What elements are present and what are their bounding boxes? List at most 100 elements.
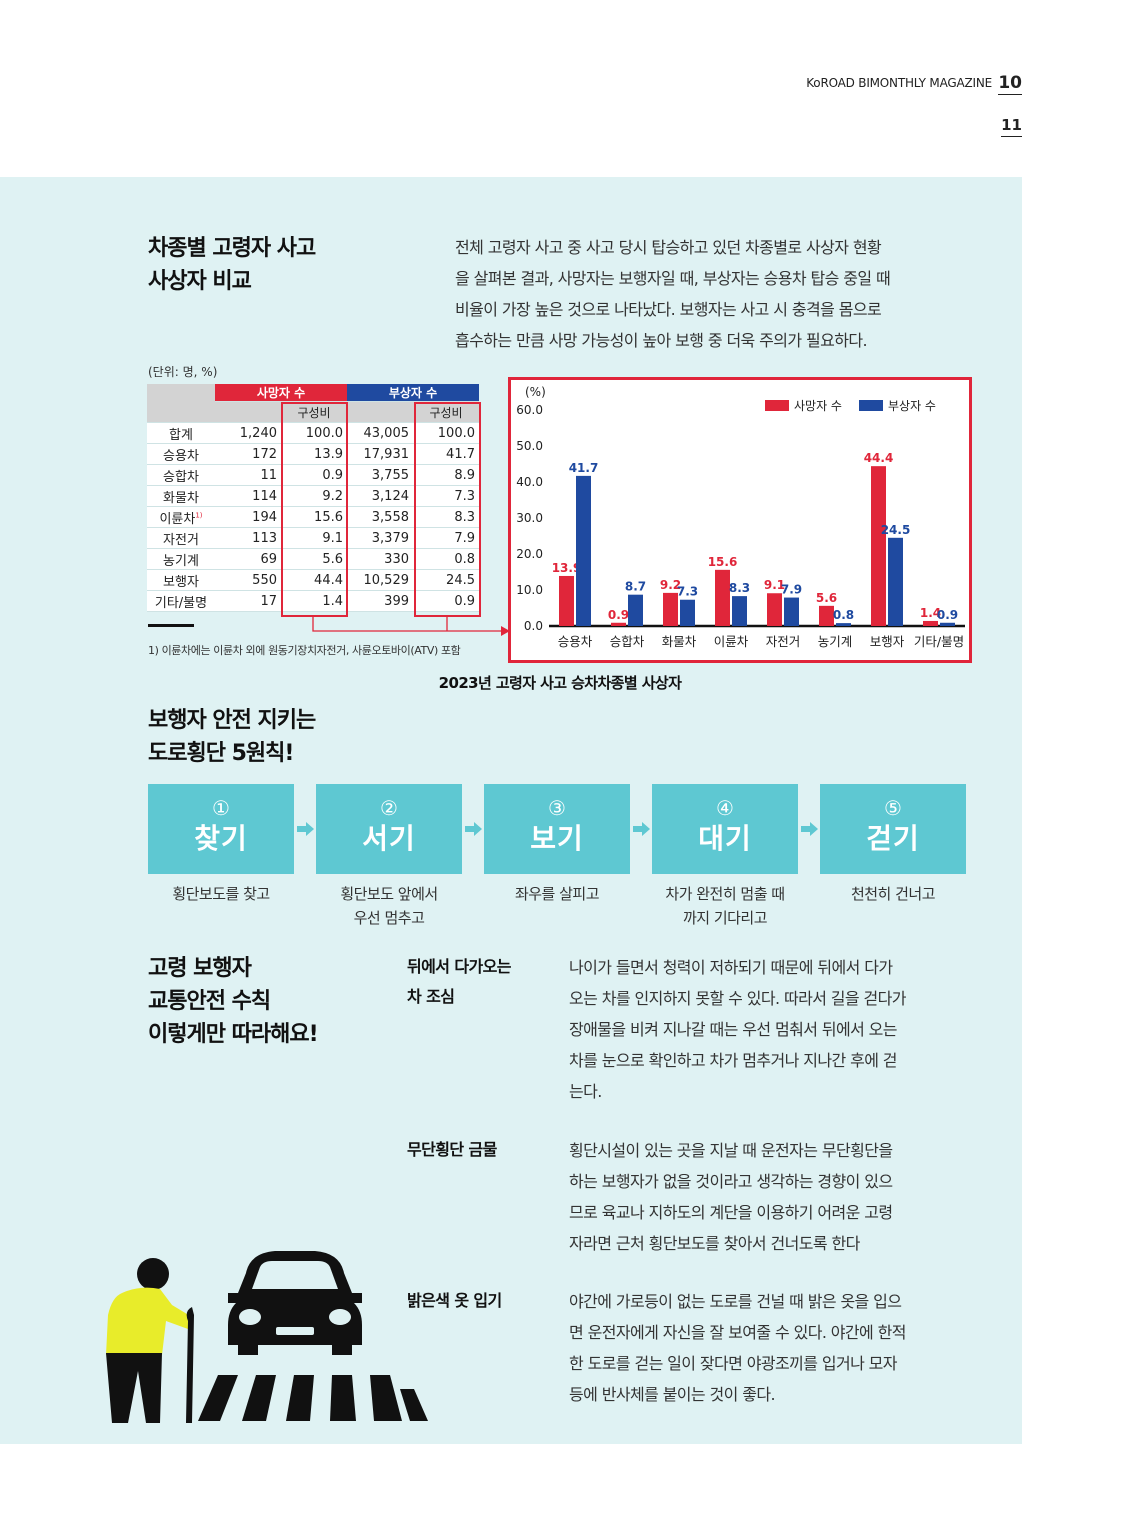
step-box: ⑤ 걷기	[820, 784, 966, 874]
death-count: 114	[215, 485, 281, 507]
footnote-rule	[148, 624, 194, 627]
step-arrow-icon	[801, 822, 818, 836]
death-count: 11	[215, 464, 281, 486]
pedestrian-car-illustration	[106, 1251, 428, 1423]
table-row: 화물차 114 9.2 3,124 7.3	[147, 485, 479, 507]
injury-count: 330	[347, 548, 413, 570]
table-unit: (단위: 명, %)	[148, 365, 218, 379]
table-footnote: 1) 이륜차에는 이륜차 외에 원동기장치자전거, 사륜오토바이(ATV) 포함	[148, 644, 461, 657]
data-label: 9.2	[660, 578, 681, 592]
row-label: 보행자	[147, 569, 215, 591]
highlight-injury-ratio	[414, 402, 481, 617]
step-label: 서기	[362, 822, 416, 855]
y-tick-label: 0.0	[524, 619, 543, 633]
step-box: ② 서기	[316, 784, 462, 874]
x-tick-label: 화물차	[662, 634, 697, 649]
legend-swatch	[859, 400, 883, 411]
step-arrow-icon	[633, 822, 650, 836]
highlight-death-ratio	[281, 402, 348, 617]
death-count: 17	[215, 590, 281, 612]
sub-header-ratio: 구성비	[413, 401, 479, 423]
row-label: 승용차	[147, 443, 215, 465]
step-arrow-icon	[465, 822, 482, 836]
step-description: 횡단보도를 찾고	[172, 885, 270, 903]
injury-ratio: 41.7	[413, 443, 479, 465]
injury-count: 17,931	[347, 443, 413, 465]
step-number: ①	[212, 796, 230, 820]
x-tick-label: 보행자	[870, 634, 905, 649]
data-label: 41.7	[569, 461, 599, 475]
x-tick-label: 기타/불명	[914, 634, 964, 649]
death-count: 172	[215, 443, 281, 465]
y-tick-label: 40.0	[516, 475, 543, 489]
sub-header-ratio: 구성비	[281, 401, 347, 423]
footnote-marker: 1)	[195, 511, 203, 520]
death-count: 550	[215, 569, 281, 591]
table-row: 승용차 172 13.9 17,931 41.7	[147, 443, 479, 465]
step-box: ③ 보기	[484, 784, 630, 874]
x-tick-label: 승합차	[610, 634, 645, 649]
x-tick-label: 농기계	[818, 634, 853, 649]
bar	[923, 620, 938, 626]
injury-ratio: 0.9	[413, 590, 479, 612]
bar-chart-svg: (%) 0.0 10.0 20.0 30.0 40.0 50.0 60.0 13.9 41.7 승용…	[516, 385, 965, 649]
bar	[819, 605, 834, 626]
rule-title-jaywalking: 무단횡단 금물	[407, 1140, 497, 1159]
section1-intro: 전체 고령자 사고 중 사고 당시 탑승하고 있던 차종별로 사상자 현황 을 …	[455, 238, 891, 350]
step-label: 찾기	[194, 822, 248, 855]
y-tick-label: 50.0	[516, 439, 543, 453]
step-label: 보기	[530, 822, 584, 855]
step-box: ① 찾기	[148, 784, 294, 874]
row-label: 화물차	[147, 485, 215, 507]
step-label: 대기	[698, 822, 752, 855]
bar-chart: (%) 0.0 10.0 20.0 30.0 40.0 50.0 60.0 13.9 41.7 승용…	[508, 377, 972, 663]
step-number: ④	[716, 796, 734, 820]
section2-title: 보행자 안전 지키는 도로횡단 5원칙!	[148, 708, 316, 766]
group-header-injury: 부상자 수	[347, 384, 479, 402]
bar	[559, 575, 574, 626]
section1-title: 차종별 고령자 사고 사상자 비교	[148, 236, 316, 294]
bar	[576, 475, 591, 626]
y-tick-label: 20.0	[516, 547, 543, 561]
death-ratio: 0.9	[281, 464, 347, 486]
data-label: 13.9	[552, 561, 582, 575]
x-tick-label: 이륜차	[714, 634, 749, 649]
bar	[888, 537, 903, 626]
step-number: ②	[380, 796, 398, 820]
row-label: 이륜차1)	[147, 506, 215, 528]
data-label: 9.1	[764, 578, 785, 592]
death-count: 69	[215, 548, 281, 570]
data-label: 8.7	[625, 580, 646, 594]
rule-body-bright-clothes: 야간에 가로등이 없는 도로를 건널 때 밝은 옷을 입으 면 운전자에게 자신…	[569, 1292, 907, 1404]
row-label: 합계	[147, 422, 215, 444]
death-ratio: 15.6	[281, 506, 347, 528]
injury-count: 43,005	[347, 422, 413, 444]
group-header-death: 사망자 수	[215, 384, 347, 402]
death-count: 113	[215, 527, 281, 549]
death-ratio: 100.0	[281, 422, 347, 444]
bar	[663, 592, 678, 626]
rule-title-bright-clothes: 밝은색 옷 입기	[407, 1291, 502, 1310]
table-row: 보행자 550 44.4 10,529 24.5	[147, 569, 479, 591]
table-row: 이륜차1) 194 15.6 3,558 8.3	[147, 506, 479, 528]
legend-label: 부상자 수	[888, 399, 936, 413]
death-count: 1,240	[215, 422, 281, 444]
data-label: 8.3	[729, 581, 750, 595]
chart-title: 2023년 고령자 사고 승차차종별 사상자	[438, 674, 682, 692]
bar	[628, 594, 643, 626]
injury-ratio: 7.9	[413, 527, 479, 549]
casualty-table: 사망자 수 부상자 수 구성비 구성비 합계 1,240 100.0 43,005 10…	[147, 384, 479, 612]
data-label: 1.4	[920, 606, 941, 620]
data-label: 44.4	[864, 451, 894, 465]
bar	[940, 622, 955, 626]
death-ratio: 5.6	[281, 548, 347, 570]
page-number-right: 11	[1001, 116, 1022, 137]
data-label: 0.9	[608, 608, 629, 622]
table-row: 농기계 69 5.6 330 0.8	[147, 548, 479, 570]
person-head-icon	[137, 1258, 169, 1290]
bar	[732, 596, 747, 626]
y-axis-label: (%)	[525, 385, 546, 399]
yellow-shirt-icon	[106, 1287, 192, 1355]
injury-count: 3,124	[347, 485, 413, 507]
y-tick-label: 30.0	[516, 511, 543, 525]
